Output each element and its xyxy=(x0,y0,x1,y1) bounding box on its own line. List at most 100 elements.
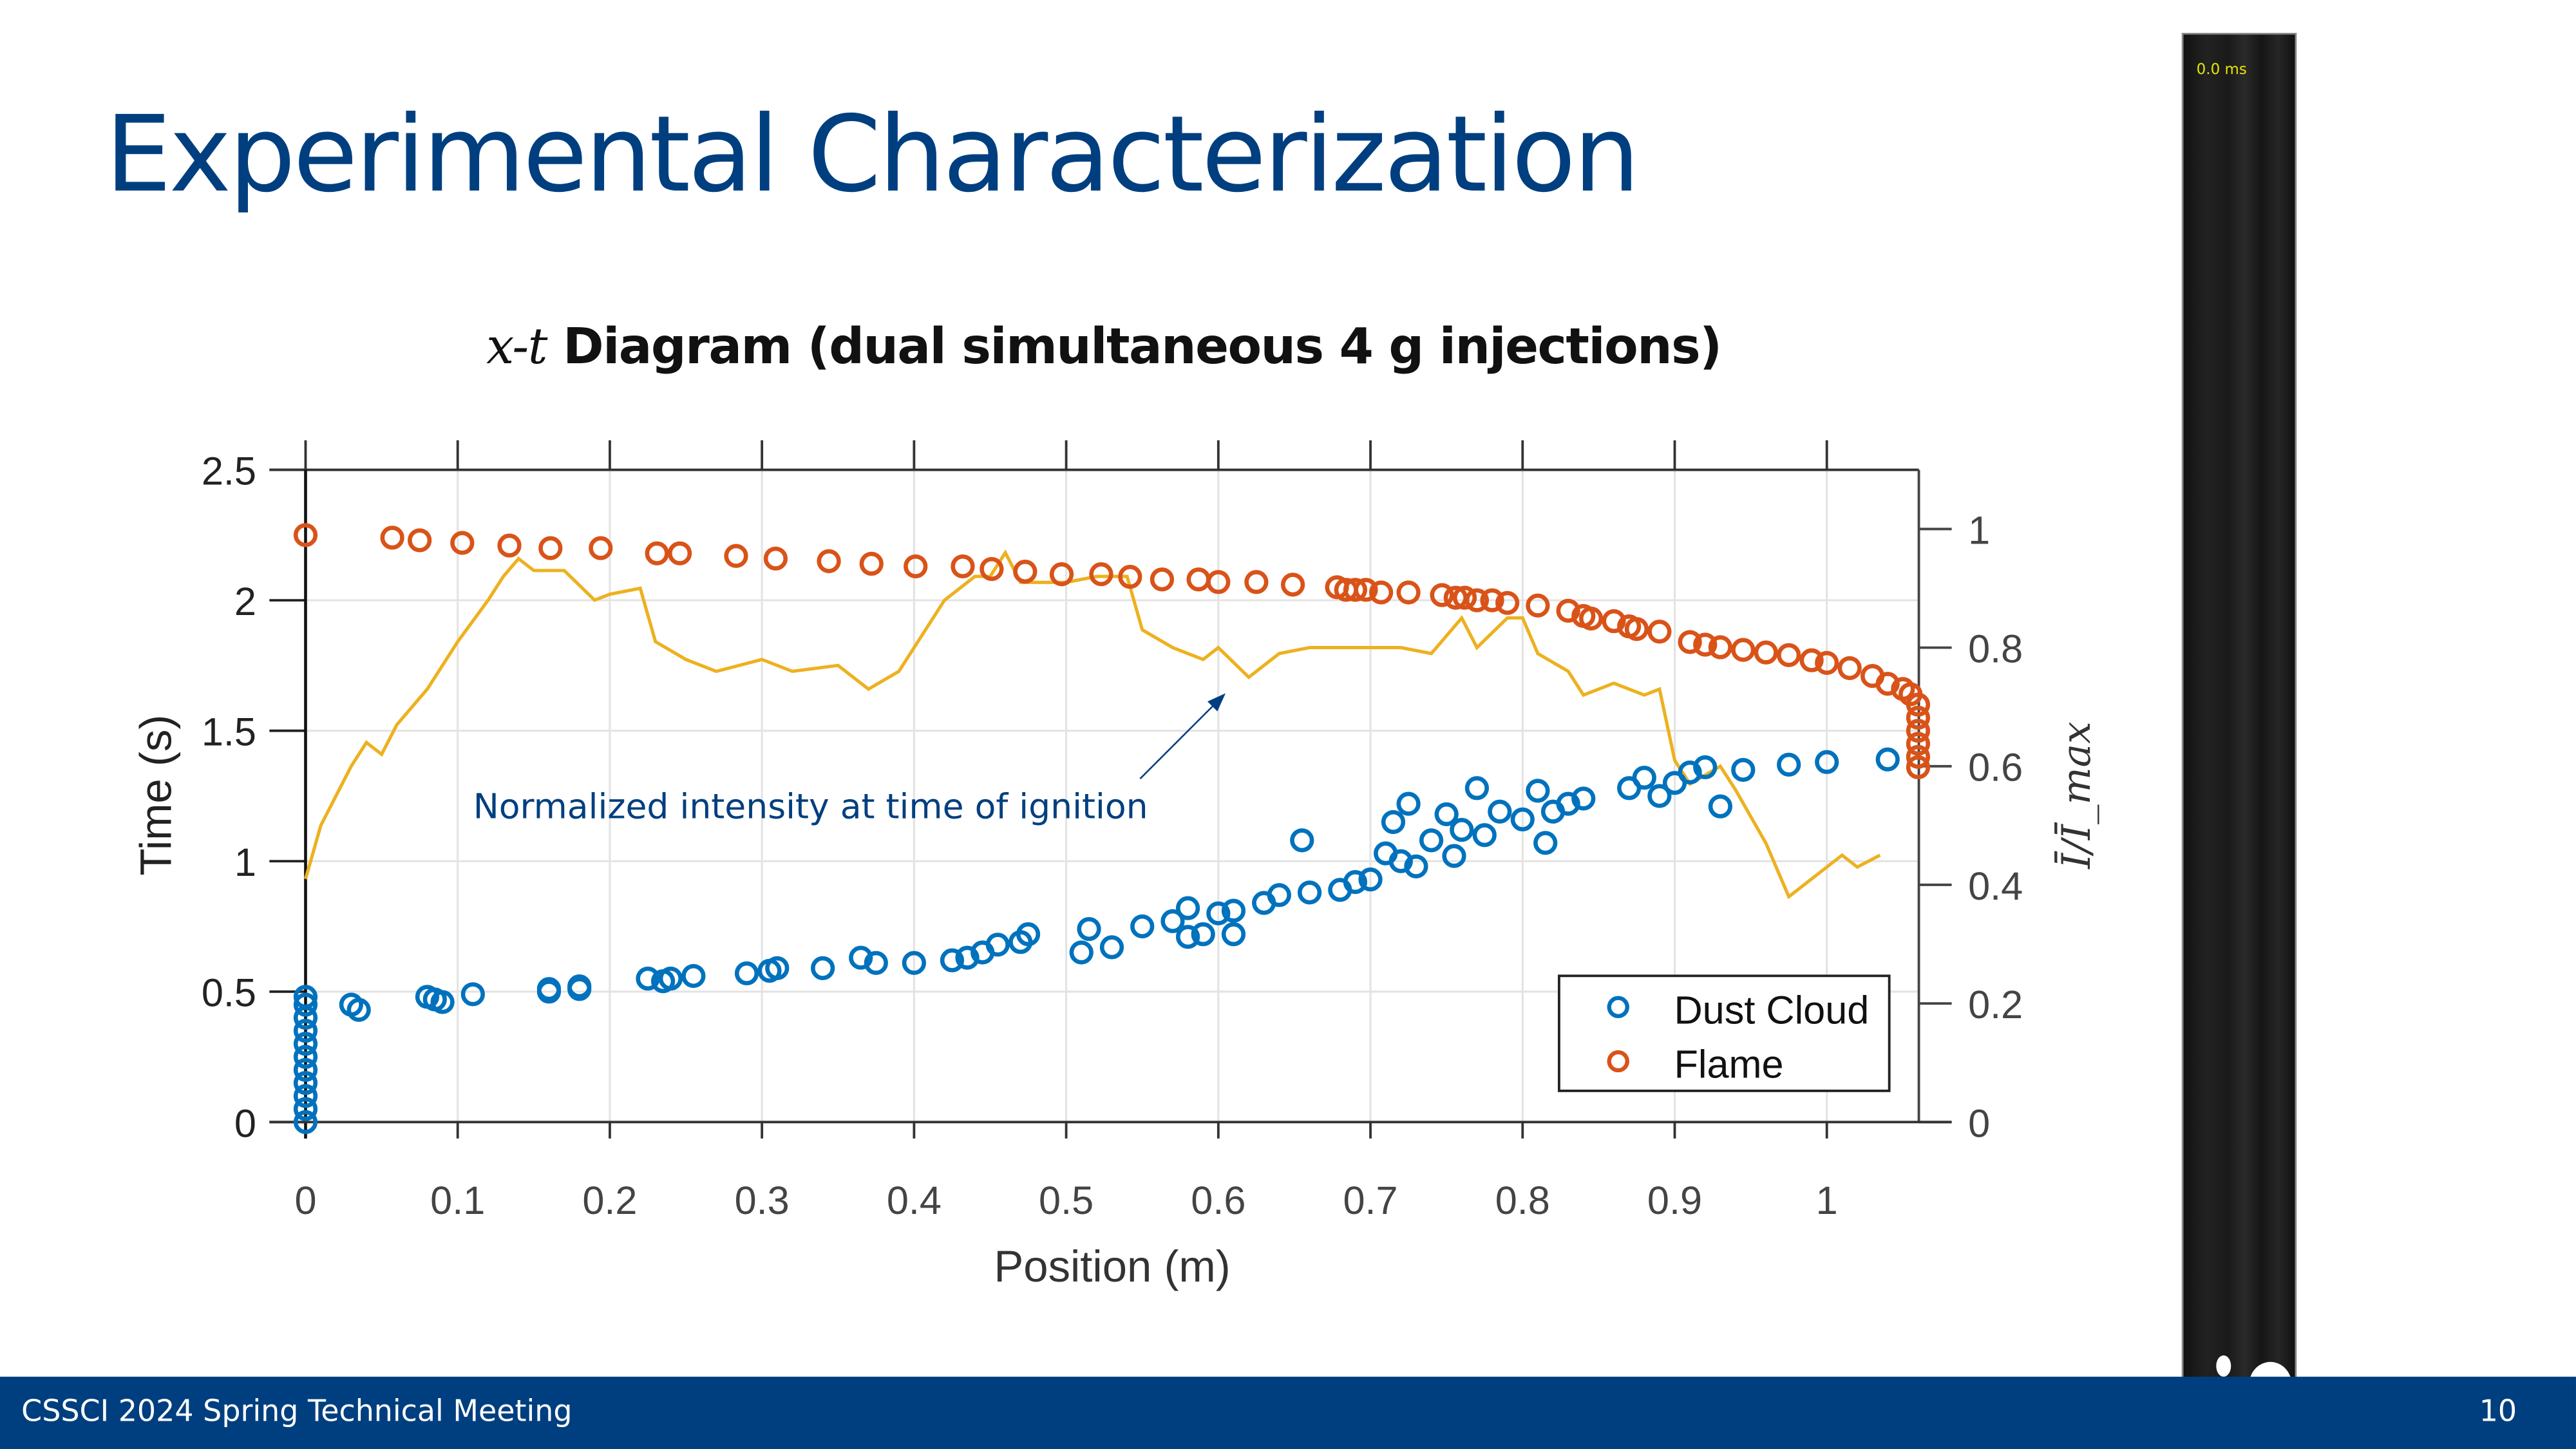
dust-cloud-point xyxy=(460,982,485,1007)
dust-cloud-point xyxy=(1442,844,1466,868)
y2-tick-label: 0.6 xyxy=(1968,746,2023,790)
video-timestamp: 0.0 ms xyxy=(2196,62,2247,79)
dust-cloud-point xyxy=(293,985,318,1009)
dust-cloud-point xyxy=(1221,898,1246,923)
flame-point xyxy=(1430,583,1454,607)
flame-point xyxy=(817,549,841,573)
flame-point xyxy=(859,551,884,576)
flame-point xyxy=(645,541,669,565)
annotation-arrow xyxy=(1139,699,1220,780)
dust-cloud-point xyxy=(1016,922,1041,947)
dust-cloud-point xyxy=(567,977,592,1001)
dust-cloud-point xyxy=(1777,752,1801,777)
chart-title-text: Diagram (dual simultaneous 4 g injection… xyxy=(546,318,1722,377)
flame-point xyxy=(724,544,748,568)
dust-cloud-point xyxy=(1526,779,1550,803)
x-tick-label: 0.8 xyxy=(1495,1179,1550,1222)
flame-point xyxy=(1354,578,1378,602)
x-tick-label: 0.6 xyxy=(1191,1179,1245,1222)
flame-point xyxy=(293,523,318,547)
dust-cloud-point xyxy=(536,980,562,1004)
y2-tick-label: 1 xyxy=(1968,508,1990,552)
dust-cloud-point xyxy=(293,1018,318,1043)
flame-point xyxy=(1556,598,1580,623)
flame-point xyxy=(1777,643,1801,667)
dust-cloud-point xyxy=(1533,831,1558,855)
flame-point xyxy=(1754,640,1778,665)
flame-point xyxy=(1343,578,1368,602)
x-tick-label: 0.3 xyxy=(735,1179,790,1222)
dust-cloud-point xyxy=(1678,760,1702,785)
flame-point xyxy=(1150,567,1175,592)
dust-cloud-point xyxy=(985,933,1010,957)
flame-point xyxy=(1396,580,1421,605)
y2-tick-label: 0.4 xyxy=(1968,864,2023,908)
flame-point xyxy=(408,528,432,553)
flame-point xyxy=(1647,620,1672,644)
dust-cloud-point xyxy=(1450,818,1474,842)
flame-point xyxy=(1693,632,1718,657)
dust-cloud-point xyxy=(293,1045,318,1069)
dust-cloud-point xyxy=(658,966,683,991)
x-tick-label: 0.1 xyxy=(430,1179,485,1222)
flame-point xyxy=(1815,650,1839,675)
flame-point xyxy=(1906,755,1931,780)
y-axis-label: Time (s) xyxy=(131,715,180,876)
dust-cloud-point xyxy=(1130,914,1155,939)
dust-cloud-point xyxy=(1099,935,1124,960)
flame-point xyxy=(1906,744,1931,769)
dust-cloud-point xyxy=(293,1084,318,1108)
dust-cloud-point xyxy=(1388,849,1413,873)
flame-point xyxy=(1206,570,1231,594)
flame-point xyxy=(667,541,692,565)
flame-point xyxy=(1906,719,1931,743)
dust-cloud-point xyxy=(1632,765,1656,790)
flame-point xyxy=(380,526,404,550)
dust-cloud-point xyxy=(1381,810,1406,835)
flame-blob-small xyxy=(2216,1355,2231,1377)
dust-cloud-point xyxy=(1488,799,1512,824)
y-tick-label: 2.5 xyxy=(202,450,256,493)
dust-cloud-point xyxy=(1077,916,1101,942)
flame-point xyxy=(1678,630,1702,654)
x-tick-label: 1 xyxy=(1816,1179,1838,1222)
flame-point xyxy=(1906,705,1931,730)
dust-cloud-point xyxy=(849,945,873,970)
dust-cloud-point xyxy=(1069,940,1094,965)
y2-tick-label: 0 xyxy=(1968,1101,1990,1145)
dust-cloud-point xyxy=(1472,823,1497,848)
dust-cloud-point xyxy=(902,951,926,975)
annotation-text: Normalized intensity at time of ignition xyxy=(473,786,1148,826)
dust-cloud-point xyxy=(811,956,835,980)
y-tick-label: 2 xyxy=(234,580,256,623)
dust-cloud-point xyxy=(1290,828,1314,853)
flame-point xyxy=(951,554,975,579)
dust-cloud-point xyxy=(1267,883,1291,907)
flame-point xyxy=(1495,591,1520,615)
flame-point xyxy=(1452,585,1477,610)
dust-cloud-point xyxy=(636,966,660,991)
dust-cloud-point xyxy=(1221,922,1246,947)
dust-cloud-point xyxy=(346,998,371,1022)
x-tick-label: 0 xyxy=(294,1179,316,1222)
dust-cloud-point xyxy=(1419,828,1444,853)
y2-tick-label: 0.8 xyxy=(1968,627,2023,671)
flame-point xyxy=(1244,570,1269,594)
y-tick-label: 0.5 xyxy=(202,971,256,1015)
dust-cloud-point xyxy=(1404,854,1428,878)
flame-point xyxy=(1464,588,1490,612)
flame-point xyxy=(589,536,613,560)
y-tick-label: 0 xyxy=(234,1101,256,1145)
flame-point xyxy=(763,546,788,571)
flame-point xyxy=(1280,573,1305,597)
dust-cloud-point xyxy=(1434,802,1459,826)
legend: Dust Cloud Flame xyxy=(1557,974,1891,1092)
dust-cloud-point xyxy=(293,1032,318,1056)
dust-cloud-point xyxy=(293,1110,318,1134)
dust-cloud-point xyxy=(293,1070,318,1095)
dust-cloud-point xyxy=(1815,750,1839,774)
flame-point xyxy=(1526,593,1550,618)
footer-meeting-name: CSSCI 2024 Spring Technical Meeting xyxy=(21,1394,573,1430)
